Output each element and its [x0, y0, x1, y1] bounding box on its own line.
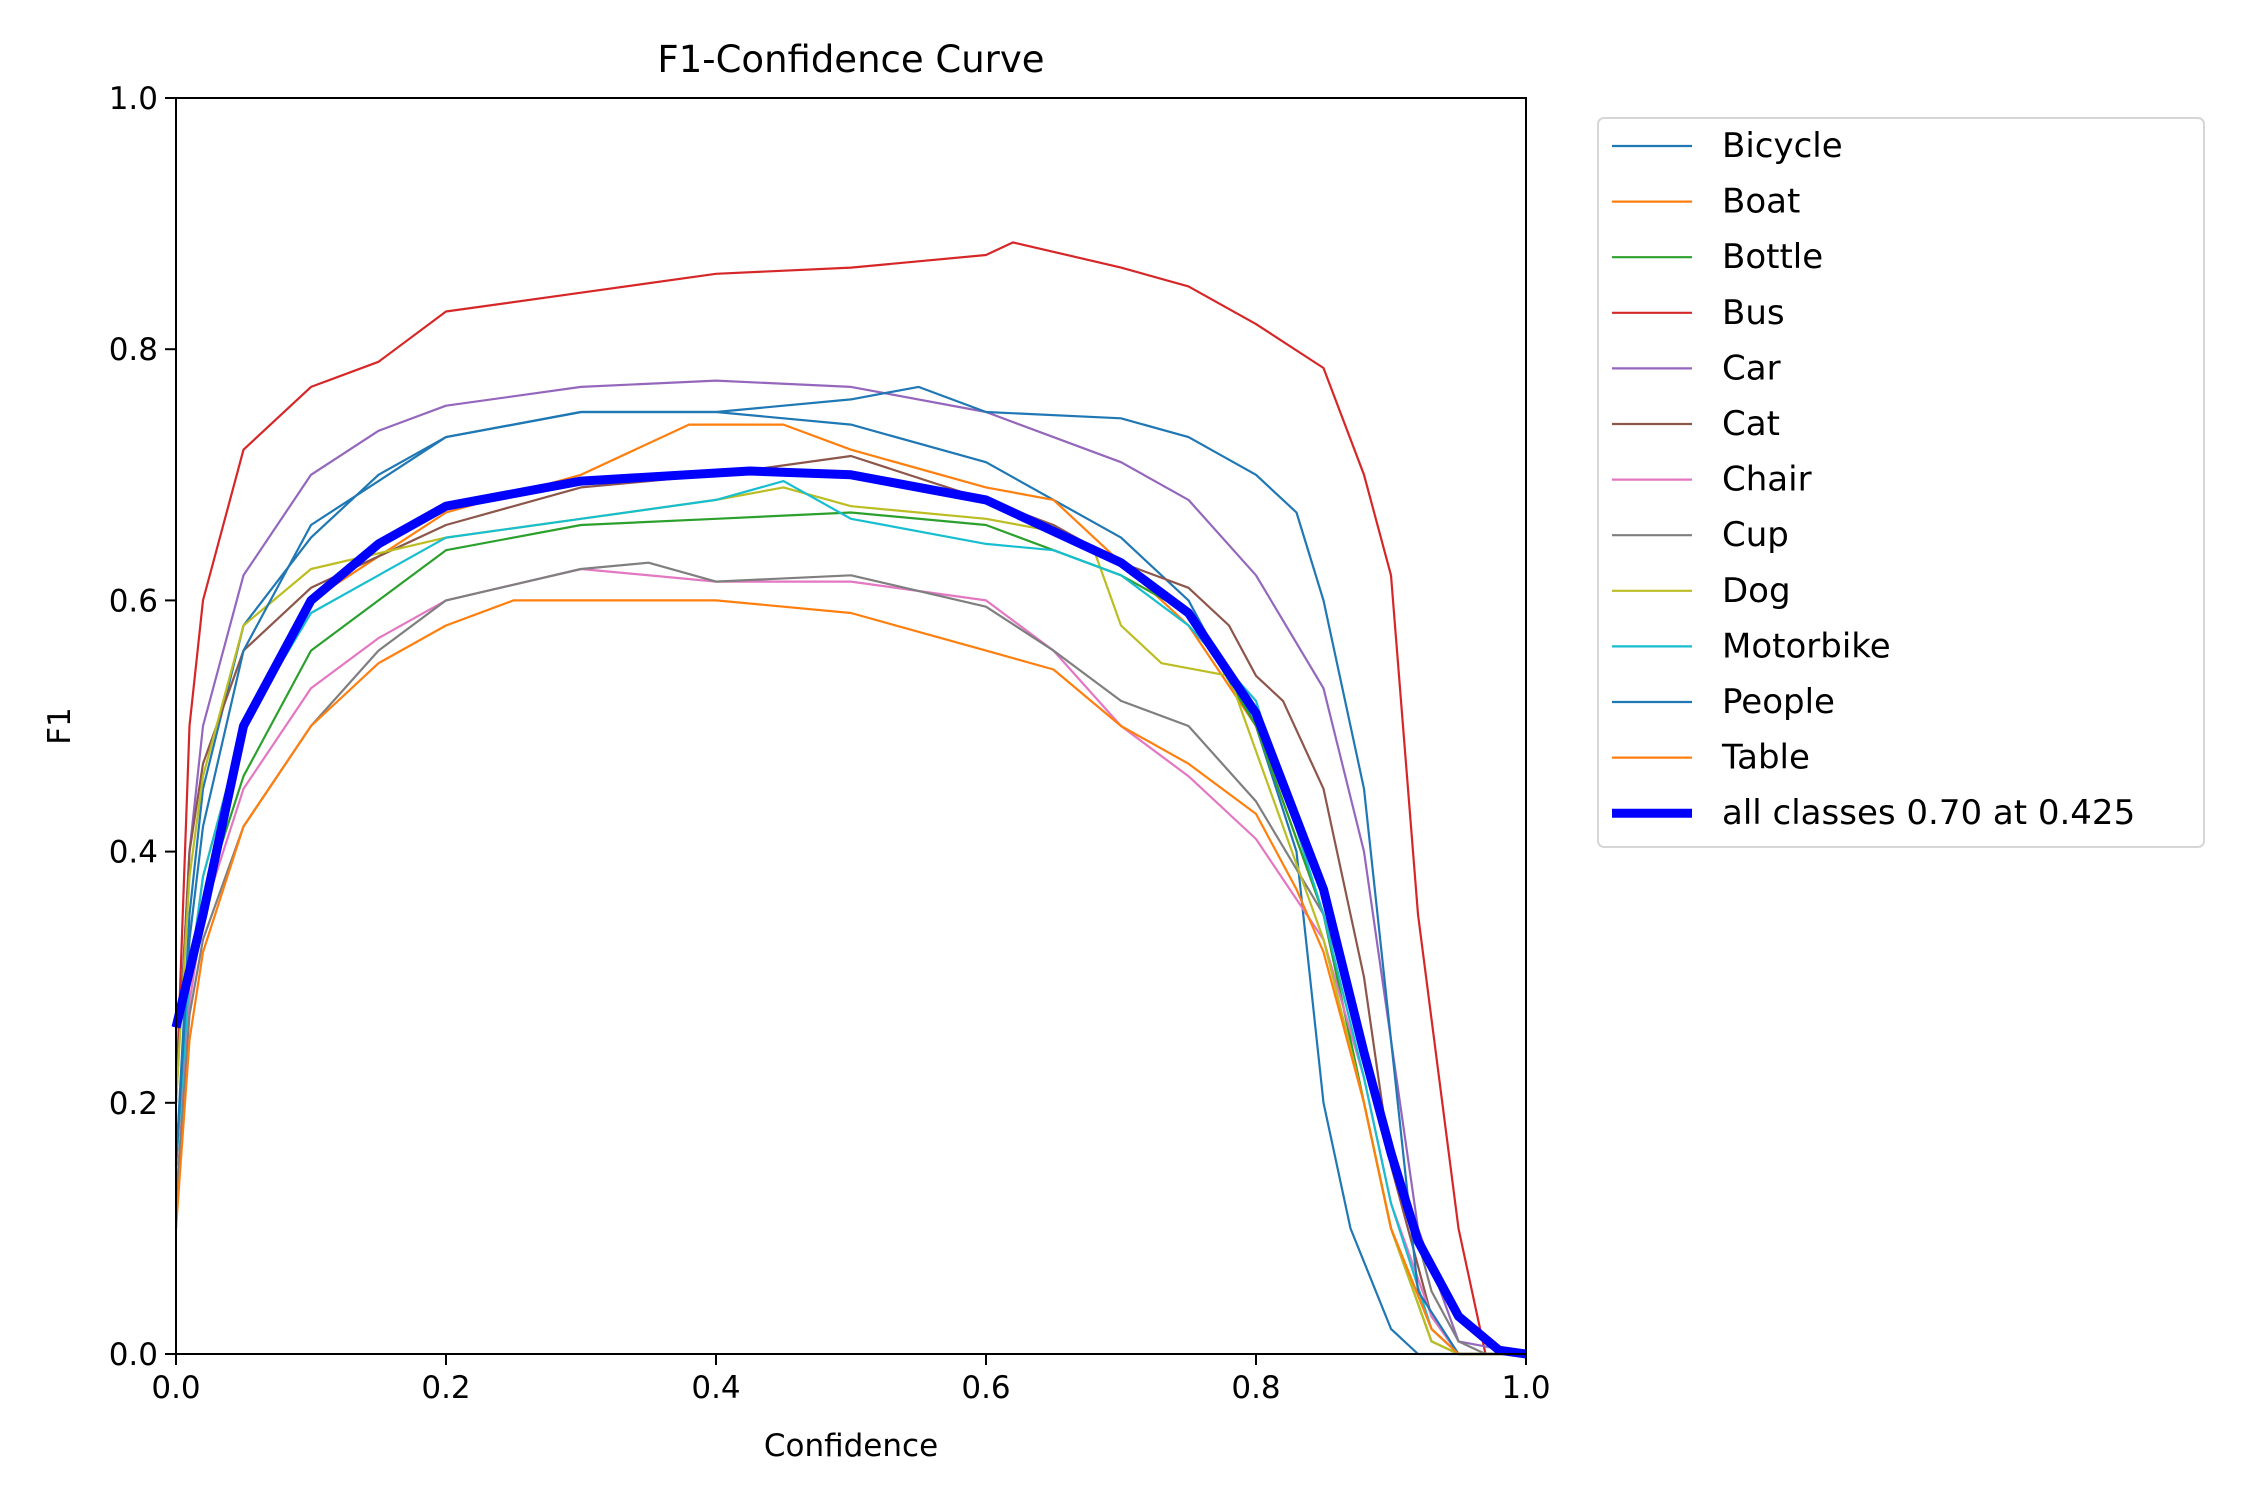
- legend-label: People: [1722, 682, 1835, 722]
- series-line-table: [174, 599, 1526, 1356]
- legend-label: Motorbike: [1722, 626, 1891, 666]
- y-tick-label: 0.4: [109, 835, 158, 871]
- series-line-bicycle: [174, 410, 1526, 1356]
- legend-item: Chair: [1612, 460, 1812, 500]
- axes-frame: [175, 97, 1527, 1355]
- y-tick-label: 0.8: [109, 332, 158, 368]
- legend-label: Table: [1721, 738, 1810, 778]
- x-axis: 0.0 0.2 0.4 0.6 0.8 1.0: [151, 1354, 1551, 1406]
- legend-item: Table: [1612, 738, 1810, 778]
- legend-item: People: [1612, 682, 1835, 722]
- legend-item: Bicycle: [1612, 126, 1843, 166]
- chart-title: F1-Confidence Curve: [657, 38, 1044, 81]
- series-line-cup: [174, 561, 1526, 1356]
- legend-item: all classes 0.70 at 0.425: [1612, 793, 2135, 833]
- series-line-people: [174, 385, 1526, 1356]
- plot-area: [171, 241, 1527, 1359]
- x-tick-label: 0.2: [421, 1370, 470, 1406]
- legend-label: Cup: [1722, 515, 1789, 555]
- legend-label: Boat: [1722, 182, 1800, 222]
- y-tick-label: 1.0: [109, 81, 158, 117]
- legend-item: Dog: [1612, 571, 1791, 611]
- legend-label: Chair: [1722, 460, 1812, 500]
- series-line-car: [174, 379, 1527, 1356]
- series-line-dog: [174, 486, 1526, 1356]
- x-tick-label: 0.6: [961, 1370, 1010, 1406]
- legend-item: Boat: [1612, 182, 1800, 222]
- y-axis: 0.0 0.2 0.4 0.6 0.8 1.0: [109, 81, 176, 1373]
- y-axis-label: F1: [42, 707, 78, 745]
- y-tick-label: 0.2: [109, 1086, 158, 1122]
- legend-item: Motorbike: [1612, 626, 1891, 666]
- legend-label: Cat: [1722, 404, 1780, 444]
- x-axis-label: Confidence: [764, 1428, 938, 1464]
- series-line-all-classes-0-70-at-0-425: [171, 466, 1527, 1359]
- legend-label: Bicycle: [1722, 126, 1843, 166]
- series-line-bus: [174, 241, 1526, 1356]
- legend-item: Bottle: [1612, 237, 1823, 277]
- legend-label: Dog: [1722, 571, 1791, 611]
- legend-label: Bus: [1722, 293, 1785, 333]
- legend-item: Bus: [1612, 293, 1785, 333]
- legend-label: Car: [1722, 348, 1781, 388]
- legend-item: Cup: [1612, 515, 1789, 555]
- legend-item: Car: [1612, 348, 1781, 388]
- legend-box: [1597, 117, 2205, 848]
- legend-item: Cat: [1612, 404, 1780, 444]
- legend: Bicycle Boat Bottle Bus Car Cat Chair Cup Dog Mot…: [1612, 126, 2135, 833]
- x-tick-label: 0.0: [151, 1370, 200, 1406]
- x-tick-label: 0.4: [691, 1370, 740, 1406]
- x-tick-label: 0.8: [1231, 1370, 1280, 1406]
- y-tick-label: 0.6: [109, 583, 158, 619]
- legend-label: all classes 0.70 at 0.425: [1722, 793, 2135, 833]
- y-tick-label: 0.0: [109, 1337, 158, 1373]
- x-tick-label: 1.0: [1501, 1370, 1550, 1406]
- legend-label: Bottle: [1722, 237, 1823, 277]
